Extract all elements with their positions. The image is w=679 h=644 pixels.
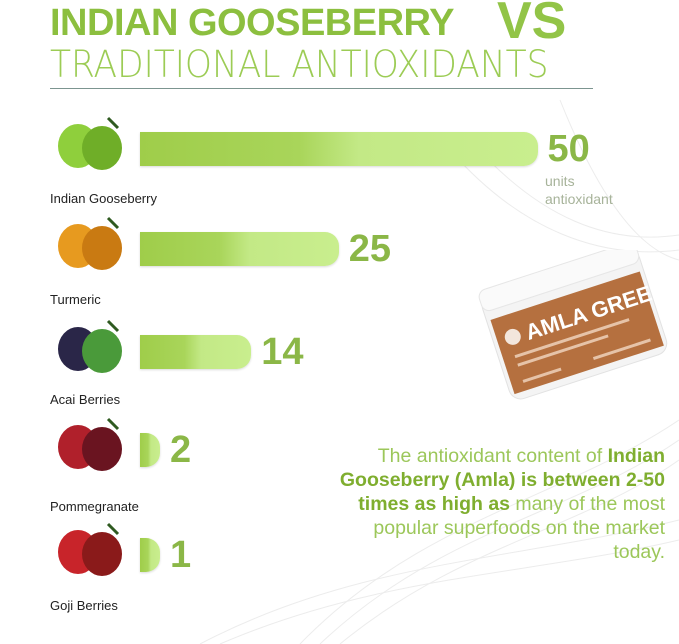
desc-part1: The antioxidant content of <box>377 445 608 467</box>
bar-pommegranate <box>140 433 160 467</box>
category-label: Acai Berries <box>50 392 121 407</box>
units-line1: units <box>545 173 575 189</box>
description-text: The antioxidant content of Indian Gooseb… <box>325 444 665 564</box>
value-label: 50 <box>547 128 590 170</box>
title-line2: TRADITIONAL ANTIOXIDANTS <box>50 43 549 86</box>
title-main: INDIAN GOOSEBERRY <box>50 2 454 44</box>
acai-berries-icon <box>58 319 122 373</box>
bar-acai-berries <box>140 335 252 369</box>
value-label: 25 <box>348 228 392 270</box>
units-label: units antioxidant <box>545 172 613 208</box>
value-label: 1 <box>170 534 192 576</box>
title-divider <box>50 88 593 89</box>
goji-berries-icon <box>58 522 122 576</box>
category-label: Goji Berries <box>50 598 118 613</box>
pommegranate-icon <box>58 417 122 471</box>
bar-turmeric <box>140 232 339 266</box>
desc-highlight: Indian Gooseberry (Amla) is between 2-50… <box>339 445 665 515</box>
bar-indian-gooseberry <box>140 132 538 166</box>
value-label: 14 <box>261 331 304 373</box>
units-line2: antioxidant <box>545 191 613 207</box>
value-label: 2 <box>170 429 192 471</box>
turmeric-icon <box>58 216 122 270</box>
bar-goji-berries <box>140 538 160 572</box>
indian-gooseberry-icon <box>58 116 122 170</box>
category-label: Turmeric <box>50 292 101 307</box>
amla-green-jar-image: AMLA GREEN <box>478 250 670 400</box>
desc-part2: many of the most popular superfoods on t… <box>373 493 665 563</box>
title-vs: VS <box>497 0 567 50</box>
category-label: Pommegranate <box>50 499 139 514</box>
category-label: Indian Gooseberry <box>50 191 157 206</box>
